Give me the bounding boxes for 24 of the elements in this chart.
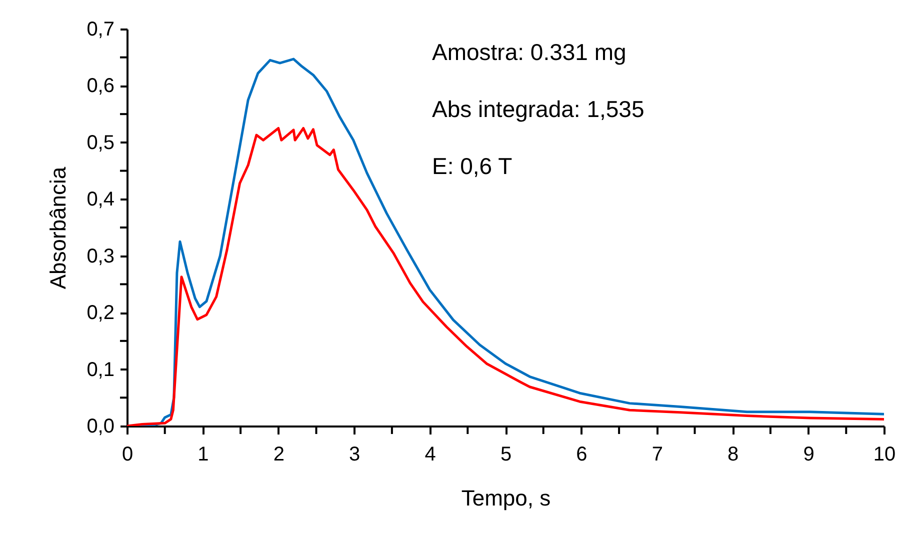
y-tick-label: 0,5 (86, 132, 114, 154)
y-axis-title: Absorbância (46, 166, 71, 290)
y-tick-label: 0,3 (86, 245, 114, 268)
x-tick-label: 7 (652, 444, 663, 466)
y-tick-label: 0,7 (86, 18, 114, 40)
y-tick-label: 0,6 (86, 75, 114, 98)
x-tick-label: 0 (122, 444, 134, 466)
x-axis-title: Tempo, s (461, 486, 551, 510)
x-tick-label: 3 (349, 444, 360, 466)
x-tick-label: 5 (500, 444, 512, 466)
annotation: Amostra: 0.331 mg (432, 39, 626, 65)
x-tick-label: 1 (198, 444, 209, 466)
y-tick-label: 0,4 (86, 188, 114, 211)
annotation: E: 0,6 T (432, 153, 512, 179)
x-tick-label: 10 (873, 444, 896, 466)
x-tick-label: 8 (728, 444, 739, 466)
x-tick-label: 9 (803, 444, 814, 466)
y-tick-label: 0,0 (86, 416, 114, 438)
x-tick-label: 2 (273, 444, 284, 466)
y-tick-label: 0,1 (86, 358, 114, 381)
x-tick-label: 6 (576, 444, 588, 466)
y-tick-label: 0,2 (86, 302, 114, 324)
annotation: Abs integrada: 1,535 (432, 96, 644, 122)
x-tick-label: 4 (424, 444, 436, 466)
